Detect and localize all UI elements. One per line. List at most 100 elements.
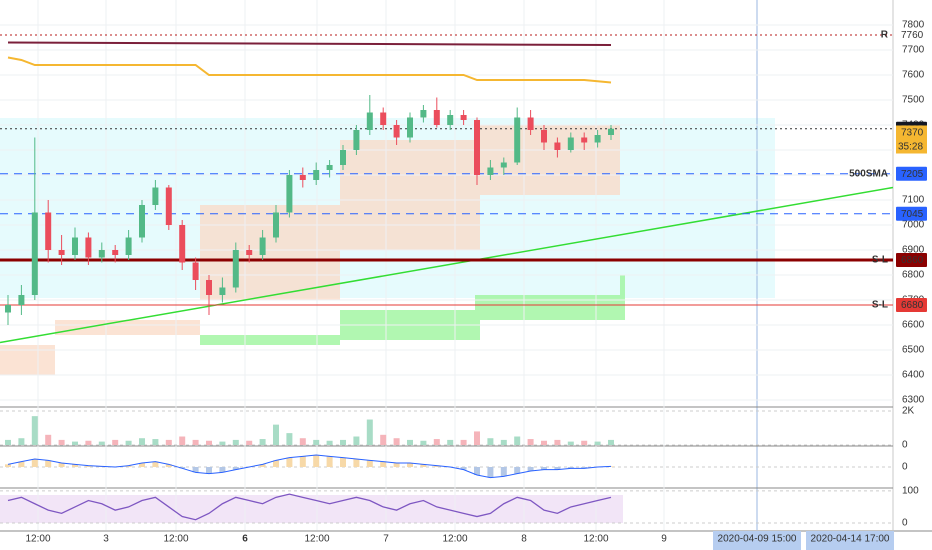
volume-bar xyxy=(514,436,521,445)
macd-bar xyxy=(192,467,199,473)
candle-body xyxy=(85,237,92,258)
pane-tick-label: 2K xyxy=(902,406,915,417)
volume-bar xyxy=(527,439,534,445)
volume-bar xyxy=(45,434,52,445)
pane-tick-label: 0 xyxy=(902,518,908,529)
volume-bar xyxy=(353,436,360,445)
overlay-line xyxy=(7,56,612,84)
y-tick-label: 6400 xyxy=(902,370,925,381)
macd-bar xyxy=(313,455,320,467)
y-tick-label: 6300 xyxy=(902,395,925,406)
candle-body xyxy=(527,117,534,130)
macd-bar xyxy=(581,467,588,469)
macd-bar xyxy=(273,460,279,467)
volume-bar xyxy=(554,439,561,445)
candle-body xyxy=(5,305,11,313)
price-tag xyxy=(896,166,927,181)
candle-body xyxy=(474,120,480,175)
macd-bar xyxy=(259,464,266,467)
volume-bar xyxy=(206,440,212,445)
candle-body xyxy=(152,187,159,205)
price-tag-label: 7370 xyxy=(901,128,924,139)
macd-bar xyxy=(527,467,534,471)
macd-bar xyxy=(487,467,494,478)
volume-bar xyxy=(541,440,547,445)
x-tick-label: 12:00 xyxy=(442,534,467,545)
candle-body xyxy=(219,287,226,295)
candle-body xyxy=(326,165,333,170)
volume-bar xyxy=(447,439,454,445)
price-tag xyxy=(896,28,927,42)
volume-bar xyxy=(608,439,614,445)
price-axis xyxy=(893,0,932,550)
candle-body xyxy=(407,117,413,138)
countdown-tag xyxy=(896,139,927,154)
volume-bar xyxy=(380,434,387,445)
macd-bar xyxy=(219,467,226,473)
candle-body xyxy=(594,135,601,143)
macd-bar xyxy=(85,465,92,467)
macd-bar xyxy=(5,464,11,467)
macd-bar xyxy=(541,467,547,470)
macd-bar xyxy=(72,464,78,467)
candle-body xyxy=(58,250,65,255)
candle-body xyxy=(139,205,145,238)
x-tick-label: 3 xyxy=(103,534,109,545)
candle-body xyxy=(125,237,132,255)
macd-bar xyxy=(139,463,145,467)
volume-bar xyxy=(219,441,226,445)
y-tick-label: 7600 xyxy=(902,70,925,81)
volume-bar xyxy=(112,439,119,445)
volume-bar xyxy=(152,439,159,445)
y-tick-label: 7000 xyxy=(902,220,925,231)
candle-body xyxy=(313,170,320,180)
y-tick-label: 6900 xyxy=(902,245,925,256)
level-name: R xyxy=(881,30,889,41)
candle-body xyxy=(487,167,494,175)
volume-bar xyxy=(340,439,346,445)
pane-tick-label: 100 xyxy=(902,486,919,497)
volume-bar xyxy=(5,439,11,445)
level-name: S-L xyxy=(872,300,888,311)
macd-bar xyxy=(206,467,212,474)
volume-bar xyxy=(246,440,253,445)
volume-bar xyxy=(125,440,132,445)
y-tick-label: 6800 xyxy=(902,270,925,281)
overlay-line xyxy=(7,41,612,46)
candle-body xyxy=(98,250,105,258)
volume-bar xyxy=(407,439,413,445)
price-tag xyxy=(896,206,927,221)
volume-bar xyxy=(500,439,507,445)
candle-body xyxy=(246,250,253,255)
volume-bar xyxy=(232,439,239,445)
macd-bar xyxy=(165,464,172,467)
y-tick-label: 7500 xyxy=(902,95,925,106)
volume-bar xyxy=(460,439,467,445)
macd-bar xyxy=(420,464,427,467)
volume-bar xyxy=(72,441,78,445)
macd-bar xyxy=(286,457,293,467)
volume-bar xyxy=(433,439,440,445)
volume-bar xyxy=(259,439,266,445)
y-tick-label: 6600 xyxy=(902,320,925,331)
countdown-label: 35:28 xyxy=(898,142,923,153)
volume-bar xyxy=(313,439,320,445)
macd-bar xyxy=(366,460,373,467)
volume-bar xyxy=(594,441,601,445)
macd-line xyxy=(7,454,612,479)
candle-body xyxy=(514,117,521,163)
volume-bar xyxy=(31,416,38,445)
macd-bar xyxy=(340,457,346,467)
x-tick-label: 12:00 xyxy=(25,534,50,545)
macd-bar xyxy=(232,467,239,470)
candle-body xyxy=(259,237,266,255)
candle-body xyxy=(581,137,588,143)
candle-body xyxy=(31,212,38,295)
candle-body xyxy=(420,110,427,118)
macd-bar xyxy=(353,459,360,467)
price-tag xyxy=(896,298,927,312)
date-tag xyxy=(806,531,894,550)
candle-body xyxy=(206,280,212,295)
candle-body xyxy=(286,175,293,213)
